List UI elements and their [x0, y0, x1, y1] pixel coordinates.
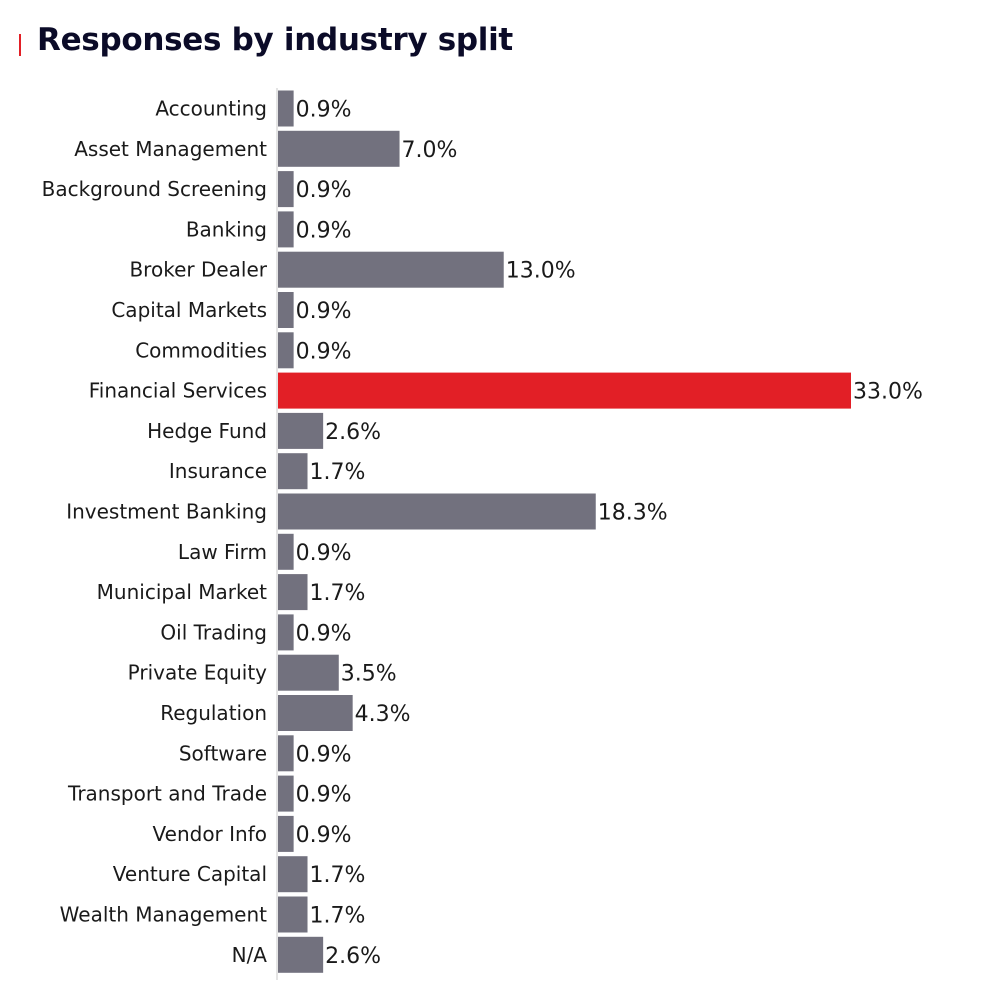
bar-regulation: [278, 695, 353, 731]
category-label-broker-dealer: Broker Dealer: [129, 258, 267, 282]
bar-n-a: [278, 936, 324, 973]
bar-commodities: [278, 332, 294, 369]
category-label-investment-banking: Investment Banking: [66, 500, 267, 524]
category-label-private-equity: Private Equity: [128, 661, 267, 685]
value-label-insurance: 1.7%: [310, 460, 366, 485]
category-label-asset-management: Asset Management: [74, 137, 267, 161]
value-label-municipal-market: 1.7%: [310, 581, 366, 606]
bars-group: Accounting 0.9% Asset Management 7.0% Backgr…: [42, 90, 923, 973]
value-label-oil-trading: 0.9%: [296, 621, 352, 646]
bar-private-equity: [278, 654, 339, 691]
bar-hedge-fund: [278, 412, 324, 449]
bar-insurance: [278, 453, 308, 490]
category-label-transport-and-trade: Transport and Trade: [67, 782, 267, 806]
category-label-municipal-market: Municipal Market: [97, 580, 267, 604]
bar-municipal-market: [278, 574, 308, 611]
category-label-wealth-management: Wealth Management: [60, 903, 268, 927]
bar-capital-markets: [278, 292, 294, 328]
category-label-financial-services: Financial Services: [89, 379, 267, 403]
bar-asset-management: [278, 130, 400, 167]
value-label-vendor-info: 0.9%: [296, 823, 352, 848]
bar-accounting: [278, 90, 294, 127]
value-label-regulation: 4.3%: [355, 702, 411, 727]
bar-vendor-info: [278, 815, 294, 852]
value-label-private-equity: 3.5%: [341, 662, 397, 687]
bar-oil-trading: [278, 614, 294, 651]
value-label-accounting: 0.9%: [296, 98, 352, 123]
title-accent-marker: [19, 34, 21, 56]
value-label-background-screening: 0.9%: [296, 178, 352, 203]
value-label-financial-services: 33.0%: [853, 380, 923, 405]
value-label-capital-markets: 0.9%: [296, 299, 352, 324]
value-label-banking: 0.9%: [296, 218, 352, 243]
value-label-commodities: 0.9%: [296, 339, 352, 364]
value-label-transport-and-trade: 0.9%: [296, 783, 352, 808]
category-label-background-screening: Background Screening: [42, 177, 267, 201]
category-label-software: Software: [179, 741, 267, 765]
bar-wealth-management: [278, 896, 308, 933]
bar-banking: [278, 211, 294, 248]
category-label-vendor-info: Vendor Info: [153, 822, 267, 846]
category-label-commodities: Commodities: [135, 338, 267, 362]
category-label-n-a: N/A: [232, 943, 268, 967]
bar-investment-banking: [278, 493, 596, 530]
category-label-insurance: Insurance: [169, 459, 267, 483]
value-label-n-a: 2.6%: [325, 944, 381, 969]
bar-venture-capital: [278, 856, 308, 893]
bar-law-firm: [278, 533, 294, 570]
bar-broker-dealer: [278, 251, 504, 288]
bar-software: [278, 735, 294, 772]
bar-background-screening: [278, 171, 294, 208]
category-label-banking: Banking: [186, 217, 267, 241]
value-label-broker-dealer: 13.0%: [506, 259, 576, 284]
category-label-accounting: Accounting: [155, 97, 267, 121]
category-label-capital-markets: Capital Markets: [111, 298, 267, 322]
value-label-investment-banking: 18.3%: [598, 501, 668, 526]
category-label-oil-trading: Oil Trading: [160, 620, 267, 644]
value-label-wealth-management: 1.7%: [310, 904, 366, 929]
value-label-software: 0.9%: [296, 742, 352, 767]
bar-transport-and-trade: [278, 775, 294, 812]
value-label-asset-management: 7.0%: [402, 138, 458, 163]
chart-title: Responses by industry split: [37, 22, 513, 58]
category-label-law-firm: Law Firm: [178, 540, 267, 564]
category-label-hedge-fund: Hedge Fund: [147, 419, 267, 443]
value-label-venture-capital: 1.7%: [310, 863, 366, 888]
category-label-regulation: Regulation: [160, 701, 267, 725]
category-label-venture-capital: Venture Capital: [113, 862, 267, 886]
value-label-law-firm: 0.9%: [296, 541, 352, 566]
bar-financial-services: [278, 372, 851, 409]
value-label-hedge-fund: 2.6%: [325, 420, 381, 445]
